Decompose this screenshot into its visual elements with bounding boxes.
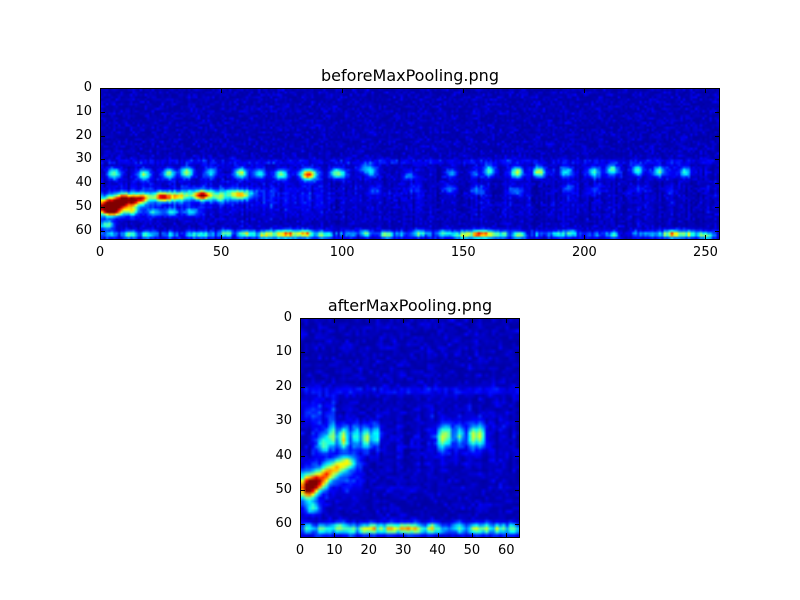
y-tick-label: 10 — [75, 103, 92, 119]
y-tick-label: 10 — [275, 344, 292, 360]
x-tick-label: 40 — [429, 543, 446, 558]
y-tick-mark — [715, 183, 719, 184]
x-tick-label: 50 — [463, 543, 481, 558]
before-heatmap-plot — [100, 88, 720, 240]
x-tick-mark — [221, 235, 223, 239]
x-tick-mark — [368, 533, 370, 537]
y-tick-label: 40 — [75, 175, 92, 190]
y-tick-label: 40 — [275, 447, 292, 463]
y-tick-mark — [301, 489, 305, 491]
y-tick-mark — [715, 88, 719, 89]
x-tick-mark — [463, 89, 465, 93]
x-tick-label: 100 — [329, 245, 355, 260]
y-tick-label: 30 — [275, 413, 292, 429]
y-tick-mark — [301, 455, 305, 457]
x-tick-mark — [584, 89, 586, 93]
y-tick-mark — [515, 524, 519, 526]
x-tick-mark — [506, 319, 508, 323]
x-tick-mark — [334, 319, 336, 323]
y-tick-mark — [715, 230, 719, 232]
x-tick-mark — [471, 533, 473, 537]
x-tick-label: 0 — [95, 245, 105, 260]
y-tick-label: 20 — [275, 378, 292, 394]
y-tick-label: 60 — [275, 516, 292, 532]
y-tick-mark — [301, 352, 305, 354]
x-tick-label: 150 — [450, 245, 476, 260]
x-tick-mark — [342, 89, 344, 93]
y-tick-mark — [515, 421, 519, 423]
y-tick-mark — [101, 159, 105, 161]
x-tick-mark — [584, 235, 586, 239]
x-tick-label: 60 — [497, 543, 515, 558]
y-tick-mark — [715, 111, 719, 113]
x-tick-label: 50 — [212, 245, 230, 260]
x-tick-label: 30 — [394, 543, 412, 558]
y-tick-mark — [301, 386, 305, 388]
before-chart-title: beforeMaxPooling.png — [321, 66, 499, 85]
x-tick-label: 250 — [693, 245, 718, 260]
y-tick-mark — [101, 206, 105, 208]
x-tick-mark — [506, 533, 508, 537]
after-heatmap-plot — [300, 318, 520, 538]
y-tick-mark — [301, 318, 305, 319]
x-tick-mark — [300, 533, 301, 537]
y-tick-mark — [101, 111, 105, 113]
before-heatmap-canvas — [101, 89, 719, 239]
x-tick-mark — [437, 533, 439, 537]
y-tick-label: 30 — [75, 151, 92, 167]
x-tick-mark — [342, 235, 344, 239]
y-tick-mark — [515, 386, 519, 388]
x-tick-mark — [471, 319, 473, 323]
y-tick-mark — [101, 135, 105, 137]
y-tick-mark — [715, 135, 719, 137]
y-tick-label: 50 — [75, 198, 92, 214]
x-tick-label: 200 — [571, 245, 597, 260]
y-tick-mark — [515, 455, 519, 457]
y-tick-mark — [101, 230, 105, 232]
y-tick-label: 0 — [83, 80, 92, 95]
y-tick-label: 60 — [75, 222, 92, 238]
x-tick-mark — [100, 89, 101, 93]
y-tick-mark — [101, 88, 105, 89]
x-tick-label: 0 — [295, 543, 305, 558]
y-tick-label: 50 — [275, 481, 292, 497]
y-tick-mark — [515, 489, 519, 491]
x-tick-mark — [100, 235, 101, 239]
x-tick-mark — [705, 235, 707, 239]
y-tick-mark — [515, 318, 519, 319]
x-tick-mark — [334, 533, 336, 537]
y-tick-mark — [301, 524, 305, 526]
x-tick-label: 20 — [360, 543, 378, 558]
x-tick-mark — [403, 319, 405, 323]
x-tick-mark — [463, 235, 465, 239]
x-tick-mark — [300, 319, 301, 323]
y-tick-mark — [715, 206, 719, 208]
after-chart-title: afterMaxPooling.png — [327, 296, 493, 315]
x-tick-mark — [705, 89, 707, 93]
y-tick-mark — [101, 183, 105, 184]
after-heatmap-canvas — [301, 319, 519, 537]
x-tick-mark — [403, 533, 405, 537]
x-tick-mark — [221, 89, 223, 93]
y-tick-mark — [301, 421, 305, 423]
y-tick-label: 20 — [75, 127, 92, 143]
x-tick-mark — [437, 319, 439, 323]
y-tick-mark — [515, 352, 519, 354]
y-tick-mark — [715, 159, 719, 161]
y-tick-label: 0 — [283, 310, 292, 325]
x-tick-label: 10 — [326, 543, 343, 558]
x-tick-mark — [368, 319, 370, 323]
